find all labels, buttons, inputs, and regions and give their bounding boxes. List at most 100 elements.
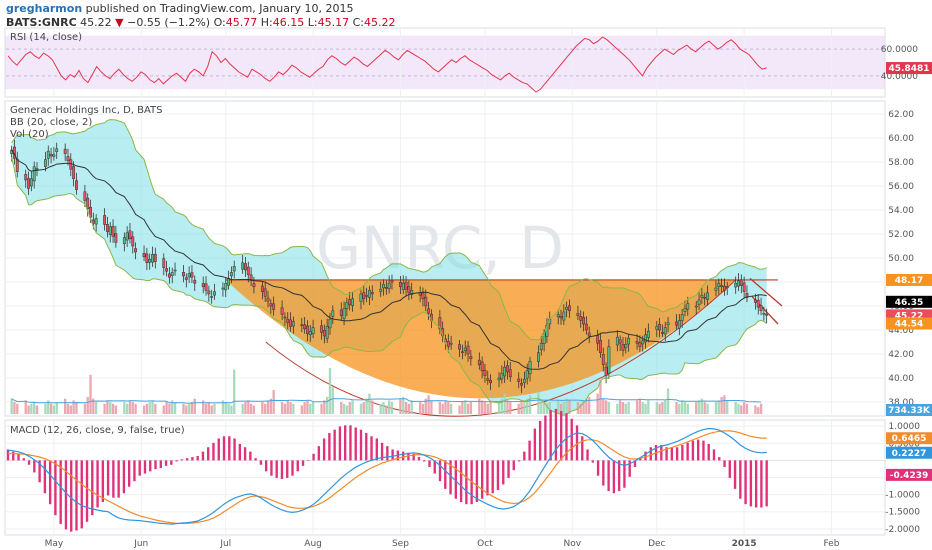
candle-body: [427, 308, 431, 314]
candle: [165, 260, 169, 277]
candle: [717, 278, 721, 295]
macd-histogram-bar: [386, 446, 389, 461]
macd-histogram-bar: [544, 415, 547, 461]
vol-legend: Vol (20): [10, 129, 49, 140]
macd-histogram-bar: [296, 460, 299, 472]
candle-body: [244, 263, 247, 271]
candle-body: [207, 290, 211, 295]
candle-body: [362, 292, 366, 300]
volume-bar: [627, 402, 630, 414]
macd-histogram-bar: [733, 460, 737, 489]
macd-histogram-bar: [670, 447, 674, 461]
candle: [525, 363, 529, 385]
candle: [401, 275, 405, 295]
candle: [94, 214, 98, 232]
candle-body: [170, 272, 174, 276]
candle-body: [339, 309, 343, 316]
candle: [604, 362, 608, 384]
handle-line-upper: [749, 277, 783, 307]
candle: [579, 310, 583, 328]
candle-body: [469, 356, 473, 360]
candle: [151, 246, 154, 267]
candle: [568, 299, 571, 318]
volume-bar: [266, 400, 270, 414]
candle: [655, 320, 659, 337]
macd-histogram-bar: [739, 460, 742, 499]
x-tick-label: Feb: [824, 539, 840, 549]
macd-histogram-bar: [712, 449, 716, 461]
author-link[interactable]: gregharmon: [6, 2, 83, 15]
volume-bar: [680, 400, 684, 414]
candle: [55, 142, 59, 160]
volume-bar: [509, 402, 512, 414]
candle: [497, 372, 501, 388]
candle: [221, 282, 225, 297]
volume-bar: [666, 388, 670, 414]
candle: [584, 316, 588, 335]
candle-body: [601, 354, 605, 366]
volume-bar: [323, 400, 326, 414]
candle: [463, 340, 467, 357]
macd-histogram-bar: [117, 460, 120, 498]
candle-body: [286, 318, 290, 324]
volume-bar: [596, 393, 599, 414]
candle-body: [680, 314, 684, 321]
volume-bar: [399, 398, 402, 414]
candle-body: [725, 286, 729, 289]
macd-histogram-bar: [507, 460, 510, 478]
candle-body: [308, 330, 312, 336]
macd-histogram-bar: [423, 460, 426, 462]
candle: [607, 339, 611, 379]
candle: [46, 145, 50, 166]
candle-body: [404, 281, 408, 290]
volume-bar: [562, 402, 566, 414]
candle-body: [663, 327, 667, 335]
volume-bar: [734, 402, 737, 414]
macd-histogram-bar: [365, 432, 368, 461]
volume-bar: [717, 400, 720, 414]
candle: [345, 297, 349, 317]
candle-body: [460, 351, 464, 354]
candle-body: [269, 303, 273, 307]
volume-bar: [686, 403, 689, 414]
candle: [83, 184, 87, 207]
candle-body: [658, 323, 662, 331]
macd-histogram-bar: [238, 443, 242, 461]
candle: [35, 162, 39, 177]
candle: [522, 371, 526, 389]
candle-body: [91, 219, 95, 224]
volume-bar: [427, 395, 430, 414]
macd-histogram-bar: [681, 445, 684, 461]
volume-bar: [430, 400, 433, 414]
volume-bar: [410, 400, 413, 414]
price-pill: 48.17: [886, 273, 932, 286]
volume-bar: [190, 402, 194, 414]
candle-body: [500, 372, 504, 380]
volume-bar: [47, 400, 50, 414]
volume-bar: [557, 400, 560, 414]
volume-bar: [695, 402, 698, 414]
candle: [460, 344, 464, 360]
volume-bar: [241, 403, 244, 414]
candle: [63, 143, 67, 162]
macd-histogram-bar: [70, 460, 73, 532]
candle: [103, 208, 107, 231]
macd-histogram-bar: [222, 436, 226, 461]
candle-body: [351, 298, 354, 306]
volume-bar: [604, 400, 608, 414]
symbol[interactable]: BATS:GNRC: [6, 16, 77, 29]
volume-bar: [683, 402, 687, 414]
volume-bar: [418, 402, 422, 414]
candle: [289, 312, 292, 332]
macd-histogram-bar: [728, 460, 731, 478]
price-tick-label: 54.00: [888, 206, 914, 216]
candle-body: [714, 287, 718, 291]
candle: [328, 312, 332, 335]
candle: [477, 352, 481, 370]
macd-histogram-bar: [280, 460, 284, 480]
low-label: L:: [307, 16, 318, 29]
volume-bar: [497, 402, 501, 414]
volume-bar: [151, 400, 154, 414]
macd-histogram-bar: [286, 460, 289, 478]
candle-body: [46, 150, 50, 159]
